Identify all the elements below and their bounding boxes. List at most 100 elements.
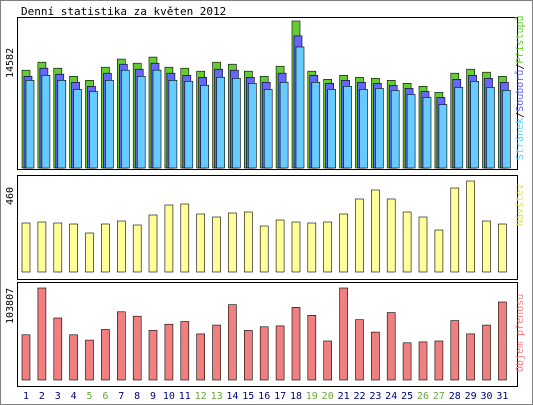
visits-bar bbox=[418, 216, 428, 273]
pages-bar bbox=[454, 87, 464, 169]
kbytes-bar bbox=[180, 321, 190, 381]
kbytes-bar bbox=[244, 330, 253, 381]
kbytes-bar bbox=[434, 340, 444, 381]
kbytes-bar bbox=[402, 342, 412, 381]
visits-bar bbox=[244, 211, 253, 273]
panel-hits-bars bbox=[21, 20, 511, 169]
day-label: 11 bbox=[179, 391, 191, 402]
visits-bar bbox=[148, 214, 158, 273]
day-label: 26 bbox=[417, 391, 429, 402]
visits-bar bbox=[402, 211, 412, 273]
day-label: 13 bbox=[211, 391, 223, 402]
pages-bar bbox=[311, 82, 321, 169]
visits-bar bbox=[259, 225, 269, 273]
pages-bar bbox=[25, 80, 35, 169]
pages-bar bbox=[41, 75, 51, 169]
kbytes-bar bbox=[53, 317, 63, 381]
day-label: 12 bbox=[195, 391, 207, 402]
visits-bar bbox=[69, 223, 78, 273]
visits-bar bbox=[275, 219, 285, 273]
day-label: 5 bbox=[86, 391, 92, 402]
kbytes-bar bbox=[164, 323, 174, 381]
kbytes-bar bbox=[291, 306, 301, 381]
day-label: 7 bbox=[118, 391, 124, 402]
panel-hits-frame bbox=[17, 17, 518, 170]
pages-bar bbox=[136, 76, 146, 169]
pages-bar bbox=[502, 90, 511, 169]
legend-hits: Přístupů bbox=[514, 15, 526, 63]
kbytes-bar bbox=[101, 329, 110, 381]
kbytes-bar bbox=[69, 334, 78, 381]
visits-bar bbox=[450, 187, 460, 273]
kbytes-bar bbox=[450, 320, 460, 381]
panel-visits-bars bbox=[21, 180, 507, 273]
visits-bar bbox=[37, 221, 47, 273]
pages-bar bbox=[438, 104, 448, 169]
day-label: 6 bbox=[102, 391, 108, 402]
pages-bar bbox=[327, 89, 337, 169]
kbytes-bar bbox=[37, 287, 47, 381]
day-label: 31 bbox=[496, 391, 508, 402]
visits-bar bbox=[85, 232, 94, 273]
kbytes-bar bbox=[275, 325, 285, 381]
kbytes-bar bbox=[228, 304, 237, 381]
day-label: 29 bbox=[465, 391, 477, 402]
visits-bar bbox=[117, 220, 126, 273]
day-label: 24 bbox=[385, 391, 397, 402]
day-label: 18 bbox=[290, 391, 302, 402]
visits-bar bbox=[307, 222, 317, 273]
day-label: 2 bbox=[39, 391, 45, 402]
day-label: 3 bbox=[55, 391, 61, 402]
visits-bar bbox=[101, 223, 110, 273]
day-label: 25 bbox=[401, 391, 413, 402]
kbytes-bar bbox=[21, 334, 31, 381]
kbytes-bar bbox=[386, 312, 396, 381]
visits-bar bbox=[53, 222, 63, 273]
visits-bar bbox=[386, 198, 396, 273]
day-label: 14 bbox=[226, 391, 238, 402]
kbytes-bar bbox=[117, 311, 126, 381]
panel-visits-frame bbox=[17, 175, 518, 280]
panel-visits-ymax-label: 460 bbox=[5, 187, 16, 205]
day-label: 9 bbox=[150, 391, 156, 402]
pages-bar bbox=[121, 69, 130, 169]
kbytes-bar bbox=[307, 314, 317, 381]
legend-files: Souborů bbox=[514, 70, 526, 112]
visits-bar bbox=[228, 212, 237, 273]
pages-bar bbox=[248, 83, 257, 169]
panel-kbytes-legend: Objem přenosu bbox=[514, 294, 526, 372]
pages-bar bbox=[279, 82, 289, 169]
day-label: 27 bbox=[433, 391, 445, 402]
day-label: 17 bbox=[274, 391, 286, 402]
day-label: 21 bbox=[338, 391, 350, 402]
kbytes-bar bbox=[196, 333, 205, 381]
kbytes-bar bbox=[132, 315, 142, 381]
day-axis-labels: 1 2 3 4 5 6 7 8 9 10 11 12 13 14 15 16 17 18 19 20 21 22 23 24 2… bbox=[23, 391, 508, 402]
kbytes-bar bbox=[371, 331, 380, 381]
day-label: 22 bbox=[353, 391, 365, 402]
kbytes-bar bbox=[339, 287, 348, 381]
pages-bar bbox=[263, 89, 273, 169]
visits-bar bbox=[371, 189, 380, 273]
pages-bar bbox=[359, 89, 368, 169]
pages-bar bbox=[168, 80, 178, 169]
day-label: 8 bbox=[134, 391, 140, 402]
day-label: 19 bbox=[306, 391, 318, 402]
visits-bar bbox=[164, 204, 174, 273]
legend-pages: Stránek bbox=[514, 118, 526, 160]
day-label: 30 bbox=[480, 391, 492, 402]
pages-bar bbox=[200, 85, 209, 169]
visits-bar bbox=[323, 221, 333, 273]
day-label: 23 bbox=[369, 391, 381, 402]
visits-bar bbox=[355, 198, 364, 273]
visits-bar bbox=[291, 221, 301, 273]
kbytes-bar bbox=[466, 333, 475, 381]
pages-bar bbox=[216, 77, 225, 169]
panel-hits-ymax-label: 14582 bbox=[5, 48, 16, 78]
kbytes-bar bbox=[498, 301, 507, 381]
kbytes-bar bbox=[418, 341, 428, 381]
visits-bar bbox=[196, 213, 205, 273]
chart-title: Denní statistika za květen 2012 bbox=[21, 5, 226, 18]
